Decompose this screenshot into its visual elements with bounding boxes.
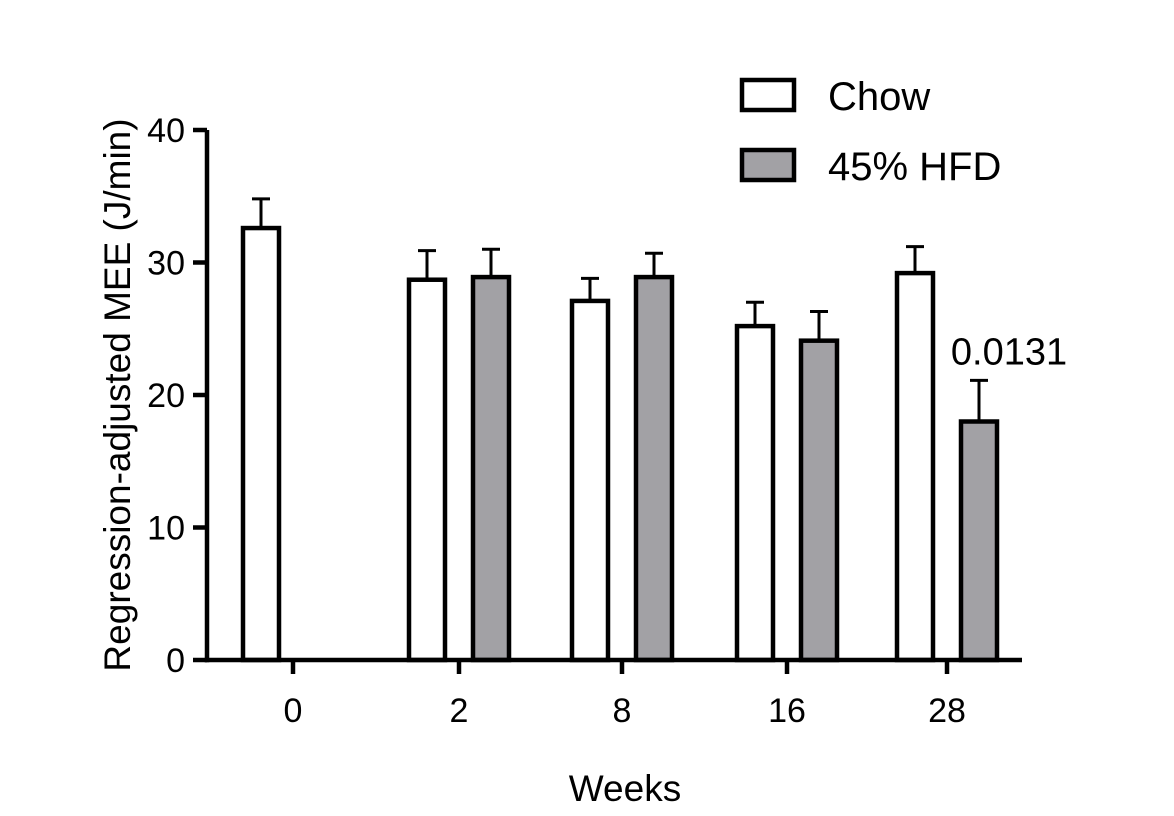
x-tick-label: 0 — [284, 692, 303, 730]
y-axis-title: Regression-adjusted MEE (J/min) — [97, 118, 138, 671]
x-tick-label: 2 — [450, 692, 469, 730]
bar-chow-week-0 — [240, 225, 282, 663]
bar-chow-week-2 — [406, 277, 448, 663]
legend-swatch-hfd — [739, 147, 797, 183]
bar-chow-week-16 — [734, 323, 776, 663]
x-tick-label: 28 — [928, 692, 966, 730]
bar-45-hfd-week-16 — [798, 338, 840, 663]
plot-area: 0.0131 — [240, 197, 1067, 663]
y-tick-label: 10 — [147, 510, 185, 548]
y-tick-label: 20 — [147, 377, 185, 415]
bar-45-hfd-week-28 — [958, 419, 1000, 663]
legend-swatch-chow — [739, 77, 797, 113]
x-axis-title: Weeks — [569, 768, 681, 809]
x-tick-label: 16 — [768, 692, 806, 730]
y-tick-label: 40 — [147, 112, 185, 150]
y-tick-label: 0 — [166, 642, 185, 680]
x-tick-label: 8 — [613, 692, 632, 730]
legend-label-hfd: 45% HFD — [828, 145, 1001, 189]
bar-45-hfd-week-2 — [470, 274, 512, 663]
y-tick-label: 30 — [147, 245, 185, 283]
bar-chow-week-8 — [569, 298, 611, 663]
p-value-annotation: 0.0131 — [951, 331, 1067, 373]
legend: Chow 45% HFD — [739, 75, 1001, 189]
bar-45-hfd-week-8 — [633, 274, 675, 663]
bar-chow-week-28 — [894, 270, 936, 663]
legend-label-chow: Chow — [828, 75, 930, 119]
